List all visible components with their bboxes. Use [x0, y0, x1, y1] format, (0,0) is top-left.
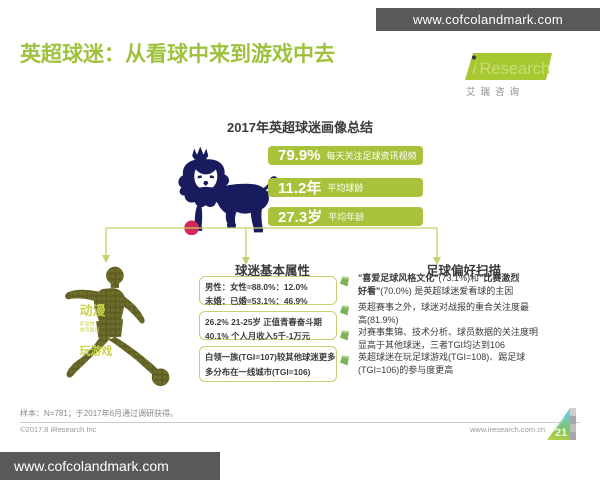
svg-text:21: 21: [555, 427, 567, 439]
